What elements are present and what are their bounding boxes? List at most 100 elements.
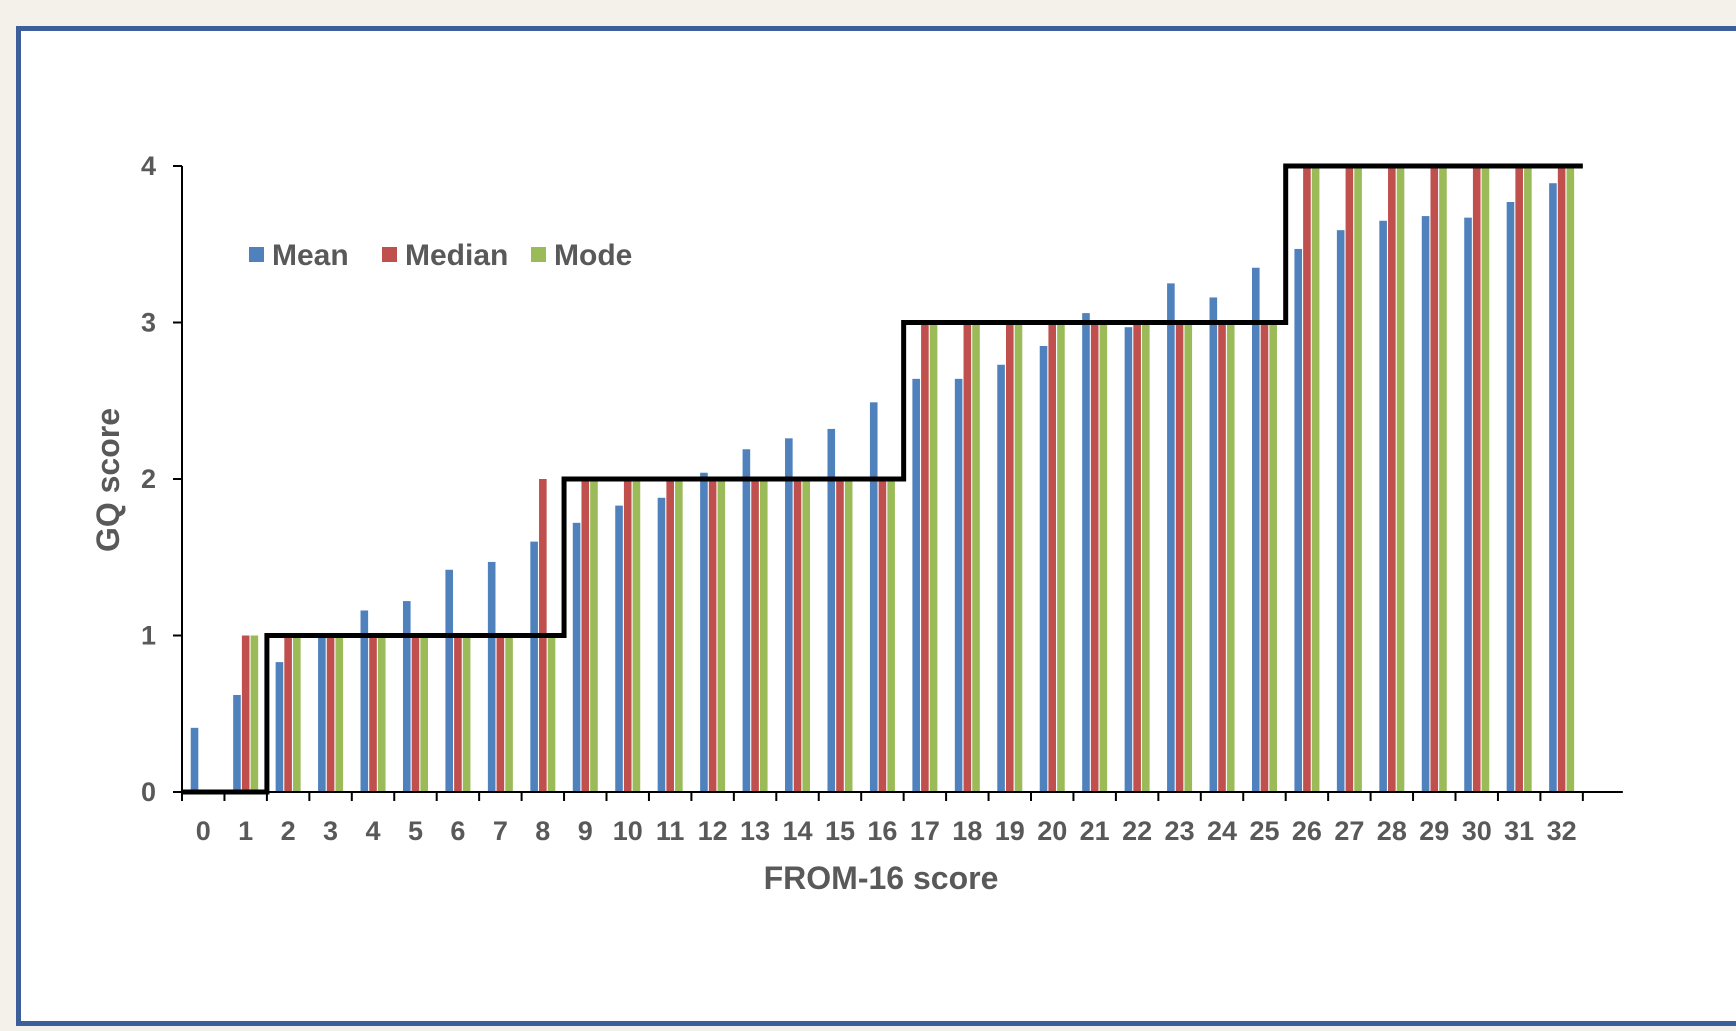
bar-mode-4: [377, 635, 386, 792]
bar-mean-21: [1082, 313, 1090, 792]
bar-median-30: [1472, 166, 1481, 792]
bar-median-20: [1048, 322, 1057, 792]
bar-mode-11: [675, 479, 683, 792]
bar-mean-1: [233, 694, 241, 792]
bar-mean-8: [530, 541, 538, 792]
bar-mean-9: [572, 522, 581, 792]
bar-mode-5: [420, 635, 428, 792]
bar-mean-20: [1039, 345, 1048, 792]
bar-mode-13: [759, 479, 768, 792]
bar-median-25: [1260, 322, 1269, 792]
bar-median-4: [369, 635, 377, 792]
bar-median-27: [1345, 166, 1354, 792]
x-tick-label: 0: [196, 816, 211, 846]
legend-swatch-median: [382, 247, 397, 262]
y-tick-label: 1: [141, 621, 156, 651]
bar-median-14: [793, 479, 802, 792]
bar-mode-24: [1226, 322, 1235, 792]
bar-mean-17: [912, 378, 920, 792]
x-tick-label: 26: [1292, 816, 1322, 846]
step-line: [182, 163, 1583, 795]
bar-mode-28: [1396, 166, 1405, 792]
bar-median-29: [1430, 166, 1439, 792]
bar-mean-14: [785, 438, 793, 792]
bar-mean-32: [1549, 183, 1557, 793]
bar-mean-10: [615, 505, 623, 792]
bar-mode-3: [335, 635, 344, 792]
bar-mean-26: [1294, 248, 1303, 792]
bar-mean-13: [742, 449, 751, 792]
bar-mode-1: [250, 635, 259, 792]
bar-mean-12: [700, 472, 708, 792]
x-tick-label: 5: [408, 816, 423, 846]
x-tick-label: 27: [1334, 816, 1364, 846]
legend-label-median: Median: [405, 239, 508, 272]
bar-median-28: [1388, 166, 1396, 792]
legend-swatch-mode: [531, 247, 546, 262]
bar-mean-24: [1209, 297, 1218, 792]
bar-mode-10: [632, 479, 641, 792]
x-tick-label: 13: [740, 816, 770, 846]
bar-mode-17: [929, 322, 938, 792]
x-tick-label: 17: [910, 816, 940, 846]
bar-median-13: [751, 479, 759, 792]
bar-mean-0: [190, 727, 199, 792]
y-tick-label: 2: [141, 464, 156, 494]
x-axis-title: FROM-16 score: [764, 860, 999, 896]
bar-median-7: [496, 635, 505, 792]
bar-mean-18: [954, 378, 963, 792]
x-tick-label: 22: [1122, 816, 1152, 846]
bar-median-23: [1175, 322, 1184, 792]
x-tick-label: 3: [323, 816, 338, 846]
x-tick-label: 16: [867, 816, 897, 846]
bar-mode-18: [972, 322, 980, 792]
bar-mode-30: [1481, 166, 1490, 792]
x-tick-label: 14: [783, 816, 813, 846]
bar-mean-15: [827, 428, 836, 792]
bar-median-15: [836, 479, 844, 792]
x-tick-label: 24: [1207, 816, 1237, 846]
bar-median-11: [666, 479, 674, 792]
bar-mean-11: [657, 497, 666, 792]
bar-mean-30: [1464, 217, 1472, 792]
bar-median-2: [284, 635, 292, 792]
bar-median-9: [581, 479, 590, 792]
bar-mode-27: [1354, 166, 1362, 792]
x-tick-label: 2: [281, 816, 296, 846]
bar-mode-8: [547, 635, 556, 792]
bar-median-32: [1557, 166, 1566, 792]
bar-mode-7: [505, 635, 513, 792]
bar-mode-31: [1524, 166, 1532, 792]
x-tick-label: 19: [995, 816, 1025, 846]
bar-median-3: [326, 635, 335, 792]
x-tick-label: 10: [613, 816, 643, 846]
x-tick-label: 1: [238, 816, 253, 846]
x-tick-label: 4: [366, 816, 381, 846]
bar-mode-25: [1269, 322, 1277, 792]
bar-median-6: [454, 635, 462, 792]
bar-mean-6: [445, 569, 454, 792]
bar-mean-25: [1251, 267, 1260, 792]
bar-median-19: [1005, 322, 1014, 792]
bar-median-16: [878, 479, 887, 792]
y-tick-label: 4: [141, 151, 156, 181]
x-tick-label: 31: [1504, 816, 1534, 846]
x-tick-label: 8: [535, 816, 550, 846]
bar-mode-15: [844, 479, 853, 792]
bar-mean-19: [997, 364, 1005, 792]
x-tick-label: 18: [952, 816, 982, 846]
bar-mean-2: [275, 662, 284, 792]
bar-mode-26: [1311, 166, 1320, 792]
legend-label-mode: Mode: [554, 239, 632, 272]
bar-mean-4: [360, 610, 369, 792]
bar-median-17: [921, 322, 929, 792]
y-tick-label: 3: [141, 308, 156, 338]
legend-label-mean: Mean: [272, 239, 349, 272]
bar-median-21: [1090, 322, 1099, 792]
legend-swatch-mean: [249, 247, 264, 262]
bar-mode-9: [590, 479, 598, 792]
bar-mean-27: [1336, 230, 1345, 793]
bar-mean-28: [1379, 220, 1387, 792]
y-tick-label: 0: [141, 777, 156, 807]
bar-median-26: [1303, 166, 1311, 792]
